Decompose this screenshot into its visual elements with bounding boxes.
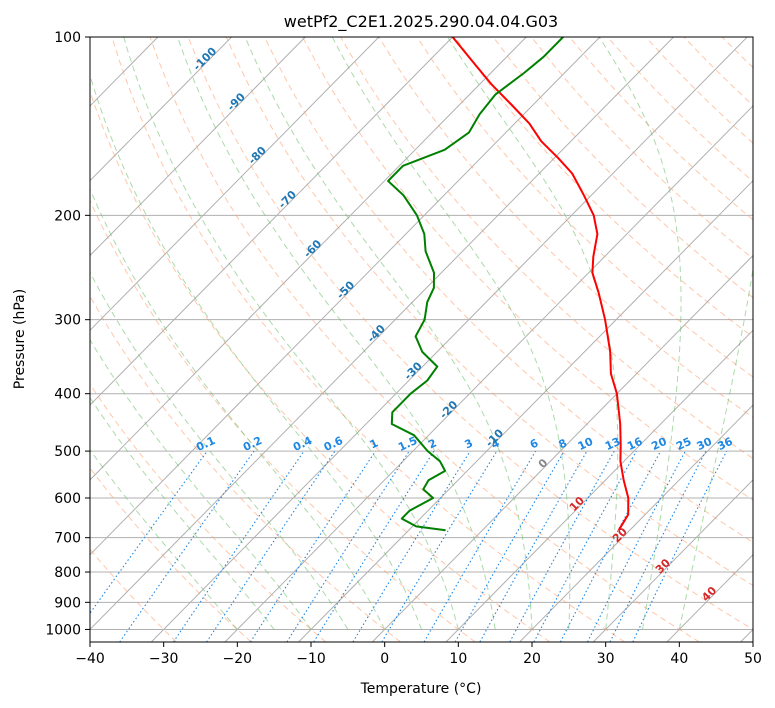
dry-adiabat xyxy=(90,467,252,642)
dry-adiabat xyxy=(90,383,327,642)
chart-title: wetPf2_C2E1.2025.290.04.04.G03 xyxy=(284,12,558,32)
dry-adiabat xyxy=(302,37,753,501)
mixing-ratio-label: 13 xyxy=(603,435,622,453)
y-tick-label: 600 xyxy=(54,491,81,507)
isotherm-line xyxy=(592,479,753,642)
isotherm-line xyxy=(90,37,232,182)
y-tick-label: 500 xyxy=(54,444,81,460)
dry-adiabat xyxy=(264,37,753,543)
y-tick-label: 700 xyxy=(54,531,81,547)
moist-adiabat xyxy=(90,73,422,630)
isotherm-line xyxy=(90,37,453,406)
moist-adiabat xyxy=(598,37,682,630)
y-axis-label: Pressure (hPa) xyxy=(12,289,28,389)
moist-adiabat xyxy=(123,37,459,630)
dry-adiabat xyxy=(90,295,401,642)
background-lines xyxy=(90,37,753,642)
y-tick-label: 1000 xyxy=(45,622,81,638)
mixing-ratio-line xyxy=(632,450,728,642)
moist-adiabat xyxy=(244,37,533,630)
x-axis-ticks: −40 −30 −20 −10 0 10 20 30 40 50 xyxy=(75,642,762,667)
mixing-ratio-line xyxy=(381,450,498,642)
mixing-ratio-label: 25 xyxy=(674,435,693,453)
x-tick-label: 10 xyxy=(449,651,467,667)
mixing-ratio-line xyxy=(352,450,471,642)
dry-adiabat xyxy=(90,199,476,642)
isotherm-line xyxy=(371,254,753,642)
temperature-profile xyxy=(451,37,630,531)
isotherm-line xyxy=(150,37,748,642)
y-tick-label: 200 xyxy=(54,208,81,224)
isotherm-line xyxy=(90,37,306,257)
mixing-ratio-line xyxy=(479,450,588,642)
dry-adiabat xyxy=(340,37,753,460)
y-tick-label: 400 xyxy=(54,387,81,403)
mixing-ratio-line xyxy=(533,450,637,642)
x-tick-label: −40 xyxy=(75,651,105,667)
isotherm-line xyxy=(90,37,601,556)
isotherm-line xyxy=(445,329,753,642)
mixing-ratio-line xyxy=(119,450,255,642)
dry-adiabat xyxy=(225,37,753,587)
mixing-ratio-label: 30 xyxy=(695,435,715,453)
moist-adiabat xyxy=(90,448,238,630)
x-tick-label: 50 xyxy=(744,651,762,667)
dry-adiabat xyxy=(187,37,753,630)
moist-adiabat xyxy=(90,396,275,630)
moist-adiabat xyxy=(331,37,571,630)
plot-frame xyxy=(89,36,754,643)
moist-adiabat xyxy=(447,37,619,630)
dry-adiabat xyxy=(378,37,753,419)
isotherm-line xyxy=(90,37,380,332)
moist-adiabat xyxy=(90,338,312,630)
mixing-ratio-label: 36 xyxy=(715,435,735,453)
x-tick-label: 30 xyxy=(597,651,615,667)
series-layer xyxy=(387,37,630,532)
mixing-ratio-label: 10 xyxy=(576,435,596,453)
y-tick-label: 800 xyxy=(54,565,81,581)
mixing-ratio-line xyxy=(249,450,376,642)
y-axis-ticks: 100 200 300 400 500 600 700 800 900 1000 xyxy=(45,30,90,638)
mixing-ratio-line xyxy=(286,450,410,642)
isotherm-line xyxy=(224,105,753,642)
moist-adiabat xyxy=(177,37,496,630)
mixing-ratio-label: 20 xyxy=(649,435,669,453)
moist-adiabat xyxy=(678,265,753,630)
mixing-ratio-line xyxy=(90,450,208,615)
mixing-ratio-line xyxy=(609,450,707,642)
y-tick-label: 900 xyxy=(54,595,81,611)
mixing-ratio-line xyxy=(313,450,435,642)
y-tick-label: 300 xyxy=(54,313,81,329)
x-axis-label: Temperature (°C) xyxy=(360,681,482,697)
isotherm-line xyxy=(90,37,527,481)
mixing-ratio-line xyxy=(509,450,615,642)
isotherm-line xyxy=(519,404,753,642)
x-tick-label: −10 xyxy=(296,651,326,667)
mixing-ratio-line xyxy=(206,450,336,642)
x-tick-label: 40 xyxy=(670,651,688,667)
dewpoint-profile xyxy=(387,37,564,532)
mixing-ratio-line xyxy=(172,450,305,642)
y-tick-label: 100 xyxy=(54,30,81,46)
dry-adiabat xyxy=(416,37,753,378)
x-tick-label: −20 xyxy=(223,651,253,667)
mixing-ratio-label: 16 xyxy=(625,435,645,453)
x-tick-label: 0 xyxy=(380,651,389,667)
dry-adiabat xyxy=(454,37,753,338)
dry-adiabat xyxy=(90,89,551,642)
dry-adiabat xyxy=(111,37,625,642)
x-tick-label: −30 xyxy=(149,651,179,667)
isotherm-line xyxy=(90,37,674,631)
x-tick-label: 20 xyxy=(523,651,541,667)
dry-adiabat xyxy=(149,37,700,642)
